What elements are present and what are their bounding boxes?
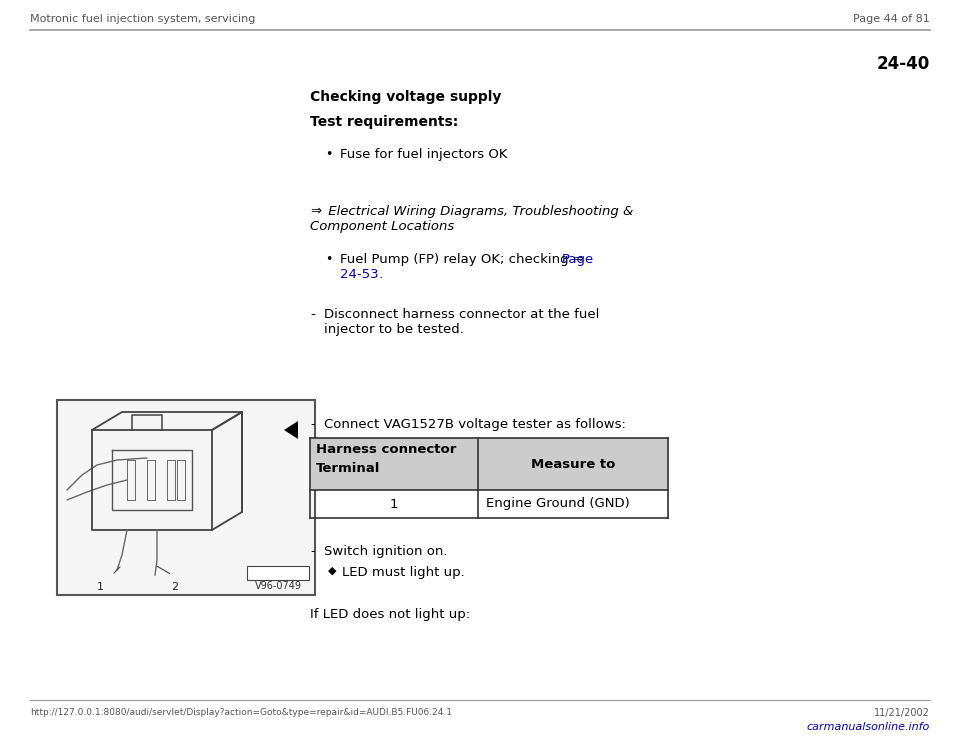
Text: Connect VAG1527B voltage tester as follows:: Connect VAG1527B voltage tester as follo… — [324, 418, 626, 431]
Text: Page: Page — [562, 253, 594, 266]
Text: ◆: ◆ — [328, 566, 337, 576]
Text: V96-0749: V96-0749 — [254, 581, 301, 591]
Text: 1: 1 — [97, 582, 104, 592]
Text: Motronic fuel injection system, servicing: Motronic fuel injection system, servicin… — [30, 14, 255, 24]
Bar — [57, 400, 315, 595]
Text: Disconnect harness connector at the fuel: Disconnect harness connector at the fuel — [324, 308, 599, 321]
Text: •: • — [325, 253, 332, 266]
Text: Electrical Wiring Diagrams, Troubleshooting &: Electrical Wiring Diagrams, Troubleshoot… — [324, 205, 634, 218]
Text: •: • — [325, 148, 332, 161]
Text: Fuel Pump (FP) relay OK; checking ⇒: Fuel Pump (FP) relay OK; checking ⇒ — [340, 253, 588, 266]
Text: ⇒: ⇒ — [310, 205, 322, 218]
Text: 24-40: 24-40 — [876, 55, 930, 73]
Text: injector to be tested.: injector to be tested. — [324, 323, 464, 336]
Text: Page 44 of 81: Page 44 of 81 — [853, 14, 930, 24]
Text: Component Locations: Component Locations — [310, 220, 454, 233]
Bar — [310, 438, 668, 490]
Text: -: - — [310, 418, 315, 431]
Text: Test requirements:: Test requirements: — [310, 115, 458, 129]
Bar — [247, 566, 309, 580]
Text: .: . — [375, 268, 383, 281]
Text: If LED does not light up:: If LED does not light up: — [310, 608, 470, 621]
Text: 2: 2 — [172, 582, 179, 592]
Text: http://127.0.0.1:8080/audi/servlet/Display?action=Goto&type=repair&id=AUDI.B5.FU: http://127.0.0.1:8080/audi/servlet/Displ… — [30, 708, 452, 717]
Text: Checking voltage supply: Checking voltage supply — [310, 90, 501, 104]
Polygon shape — [284, 421, 298, 439]
Text: 24-53: 24-53 — [340, 268, 378, 281]
Text: Engine Ground (GND): Engine Ground (GND) — [486, 497, 630, 510]
Text: LED must light up.: LED must light up. — [342, 566, 465, 579]
Text: Terminal: Terminal — [316, 462, 380, 475]
Text: 1: 1 — [390, 497, 398, 510]
Text: Harness connector: Harness connector — [316, 443, 456, 456]
Text: Fuse for fuel injectors OK: Fuse for fuel injectors OK — [340, 148, 508, 161]
Text: Switch ignition on.: Switch ignition on. — [324, 545, 447, 558]
Text: Measure to: Measure to — [531, 458, 615, 470]
Text: carmanualsonline.info: carmanualsonline.info — [806, 722, 930, 732]
Text: 11/21/2002: 11/21/2002 — [875, 708, 930, 718]
Text: -: - — [310, 545, 315, 558]
Text: -: - — [310, 308, 315, 321]
